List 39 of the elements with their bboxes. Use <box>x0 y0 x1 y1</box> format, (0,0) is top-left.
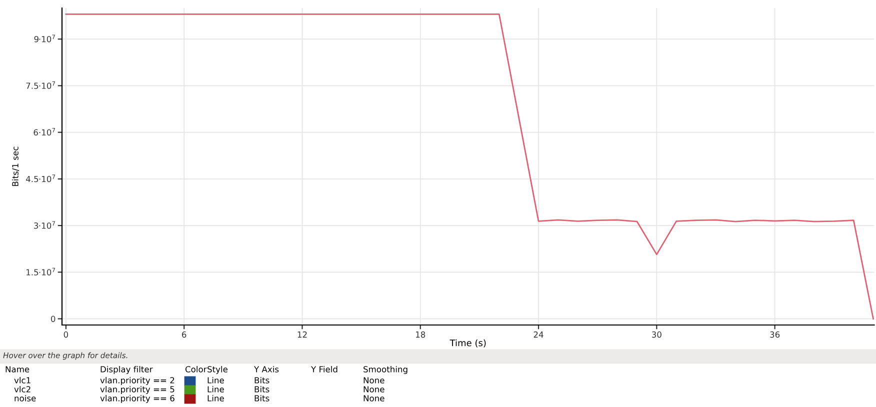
text: None <box>364 377 384 384</box>
text: noise <box>14 394 36 402</box>
text: vlan.priority == 2 <box>100 376 174 386</box>
x-axis-title: Time (s) <box>450 339 486 348</box>
x-tick-label: 0 <box>64 331 68 338</box>
text: Line <box>208 386 224 392</box>
text: Style <box>208 366 228 374</box>
text: vlan.priority == 6 <box>100 394 174 404</box>
text: Line <box>208 376 224 384</box>
text: Smoothing <box>364 366 408 374</box>
text: Line <box>208 394 224 402</box>
x-tick-label: 18 <box>416 331 426 338</box>
text: None <box>364 395 384 402</box>
text: vlc1 <box>14 376 30 384</box>
text: Display filter <box>100 366 153 374</box>
y-tick-label: 1.5·10$^{7}$ <box>26 268 56 276</box>
y-tick-label: 6·10$^{7}$ <box>34 128 56 136</box>
text: Y Axis <box>254 366 279 372</box>
text: Bits <box>254 376 270 384</box>
text: None <box>364 386 384 392</box>
x-tick-label: 12 <box>298 331 307 338</box>
y-tick-label: 3·10$^{7}$ <box>34 221 55 229</box>
text: Color <box>185 366 207 372</box>
text: vlc2 <box>14 386 30 392</box>
text: Bits <box>254 394 270 402</box>
x-tick-label: 24 <box>534 331 544 338</box>
x-tick-label: 30 <box>652 331 662 338</box>
y-axis-title: Bits/1 sec <box>12 146 20 186</box>
y-tick-label: 7.5·10$^{7}$ <box>26 81 56 89</box>
y-tick-label: 9·10$^{7}$ <box>34 34 55 42</box>
text: vlan.priority == 5 <box>100 386 174 394</box>
x-tick-label: 6 <box>182 331 186 338</box>
text: Name <box>6 366 30 372</box>
x-tick-label: 36 <box>770 331 780 338</box>
text: Bits <box>254 386 270 392</box>
line-series <box>65 14 874 320</box>
text: Y Field <box>310 366 338 372</box>
y-tick-label: 0 <box>50 316 56 322</box>
y-tick-label: 4.5·10$^{7}$ <box>26 174 56 182</box>
